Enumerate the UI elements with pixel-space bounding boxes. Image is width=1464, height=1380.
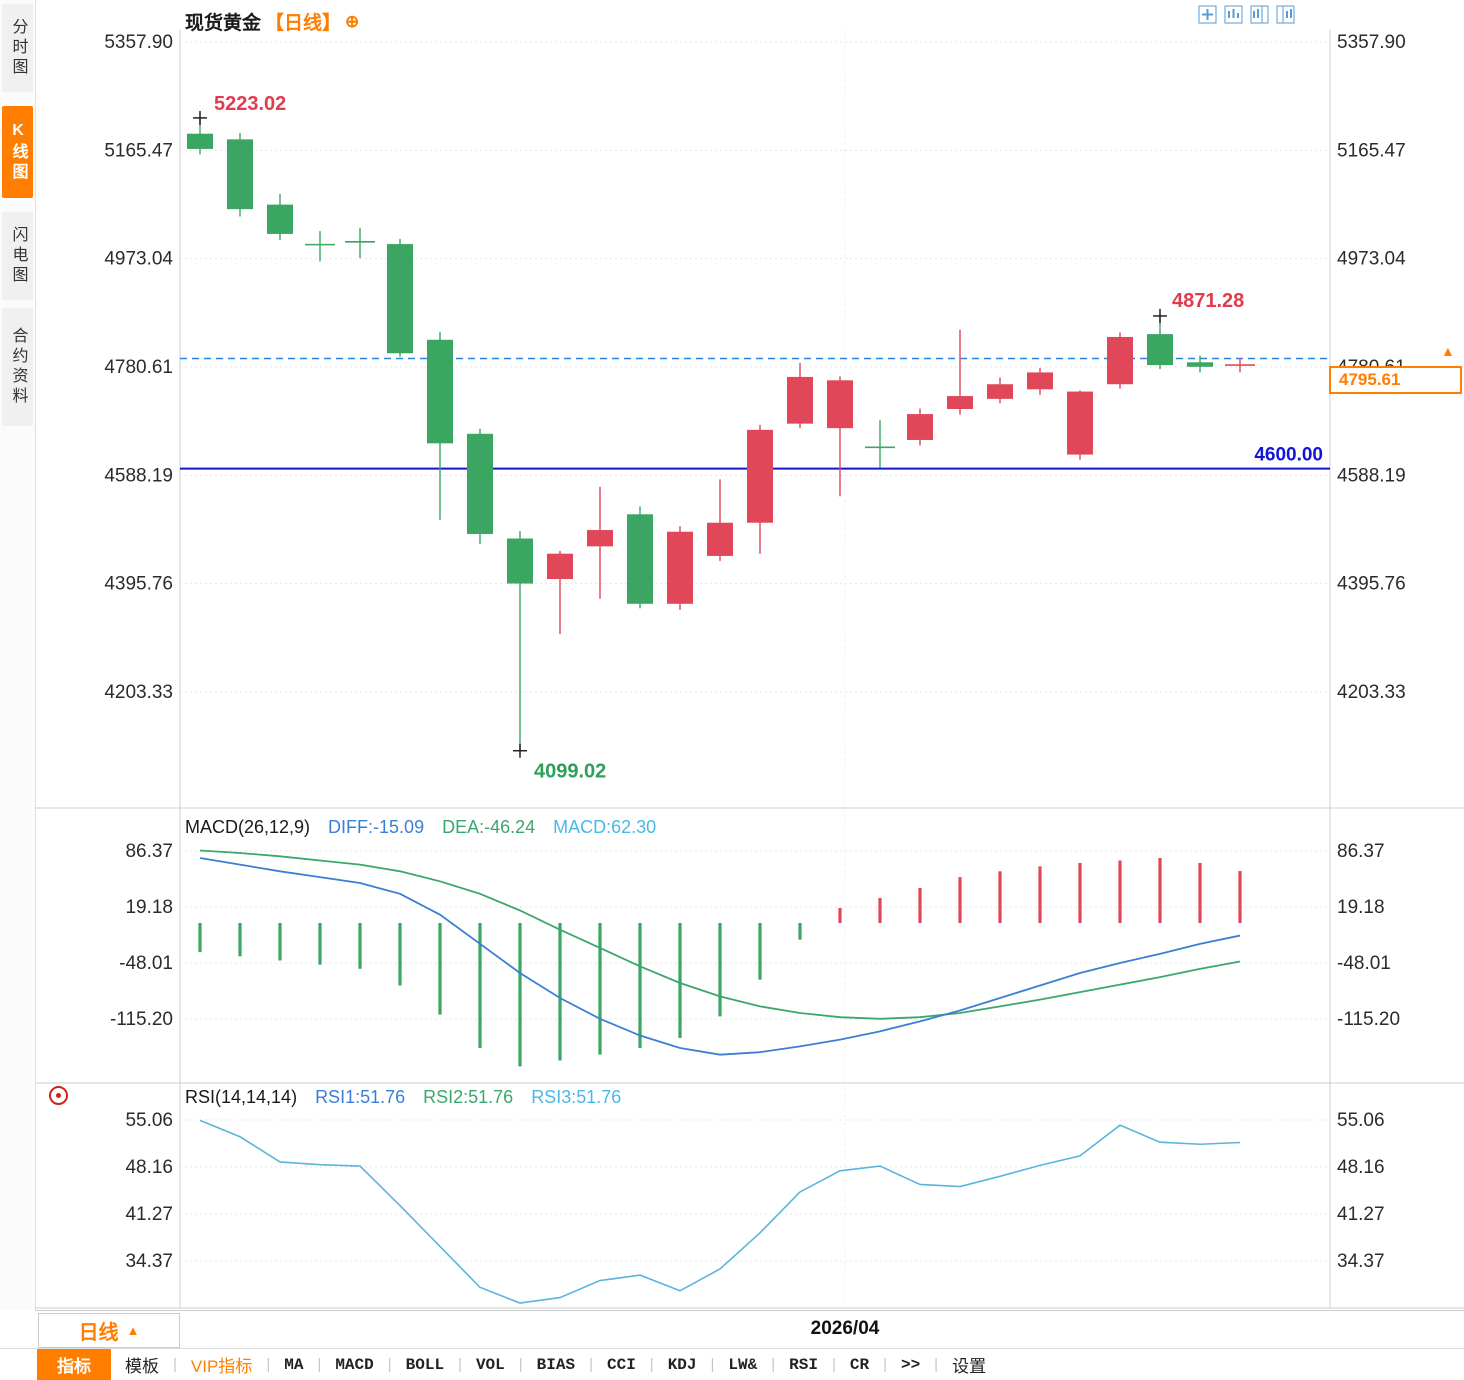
toolbar-item-7[interactable]: VOL bbox=[475, 1355, 505, 1374]
toolbar-separator: | bbox=[387, 1356, 392, 1373]
toolbar-item-14[interactable]: >> bbox=[900, 1355, 921, 1374]
svg-text:4203.33: 4203.33 bbox=[104, 682, 173, 703]
price-up-arrow-icon: ▲ bbox=[1441, 343, 1455, 359]
svg-text:-115.20: -115.20 bbox=[110, 1009, 173, 1030]
svg-text:48.16: 48.16 bbox=[125, 1157, 173, 1178]
toolbar-separator: | bbox=[710, 1356, 715, 1373]
svg-text:5357.90: 5357.90 bbox=[104, 32, 173, 53]
svg-text:4973.04: 4973.04 bbox=[1337, 249, 1406, 270]
sidebar-tab-4[interactable]: 合约资料 bbox=[2, 308, 33, 426]
sidebar-tab-3[interactable]: 闪电图 bbox=[2, 212, 33, 300]
svg-text:5223.02: 5223.02 bbox=[214, 93, 286, 115]
left-split-layout-icon[interactable] bbox=[1250, 5, 1269, 24]
period-label: 日线 bbox=[78, 1322, 119, 1344]
toolbar-separator: | bbox=[317, 1356, 322, 1373]
svg-text:5357.90: 5357.90 bbox=[1337, 32, 1406, 53]
svg-text:4600.00: 4600.00 bbox=[1254, 445, 1323, 466]
period-selector-button[interactable]: 日线 ▲ bbox=[38, 1313, 180, 1348]
rsi3-value: RSI3:51.76 bbox=[531, 1087, 622, 1107]
svg-text:-115.20: -115.20 bbox=[1337, 1009, 1400, 1030]
time-axis-row: 日线 ▲ 2026/04 bbox=[35, 1310, 1464, 1349]
svg-text:34.37: 34.37 bbox=[1337, 1251, 1385, 1272]
circle-plus-icon[interactable]: ⊕ bbox=[345, 11, 360, 31]
rsi-header: RSI(14,14,14) RSI1:51.76 RSI2:51.76 RSI3… bbox=[185, 1087, 621, 1108]
macd-header: MACD(26,12,9) DIFF:-15.09 DEA:-46.24 MAC… bbox=[185, 817, 656, 838]
svg-text:4203.33: 4203.33 bbox=[1337, 682, 1406, 703]
toolbar-separator: | bbox=[173, 1356, 177, 1373]
svg-text:-48.01: -48.01 bbox=[119, 953, 173, 974]
svg-text:34.37: 34.37 bbox=[125, 1251, 173, 1272]
instrument-name: 现货黄金 bbox=[185, 13, 262, 34]
svg-text:19.18: 19.18 bbox=[1337, 897, 1385, 918]
toolbar-item-10[interactable]: KDJ bbox=[667, 1355, 697, 1374]
toolbar-separator: | bbox=[589, 1356, 593, 1373]
svg-text:4588.19: 4588.19 bbox=[1337, 465, 1406, 486]
toolbar-separator: | bbox=[831, 1356, 836, 1373]
toolbar-separator: | bbox=[771, 1356, 776, 1373]
svg-text:48.16: 48.16 bbox=[1337, 1157, 1385, 1178]
toolbar-item-3[interactable]: VIP指标 bbox=[190, 1357, 253, 1376]
macd-dea-value: DEA:-46.24 bbox=[442, 817, 536, 837]
indicator-toolbar: 指标 模板 | VIP指标 | MA | MACD | BOLL | VOL | BIAS | CCI | KDJ… bbox=[0, 1348, 1464, 1380]
svg-text:4395.76: 4395.76 bbox=[1337, 574, 1406, 595]
period-tag: 【日线】 bbox=[265, 13, 342, 34]
macd-bar-value: MACD:62.30 bbox=[553, 817, 657, 837]
single-pane-layout-icon[interactable] bbox=[1224, 5, 1243, 24]
toolbar-item-9[interactable]: CCI bbox=[606, 1355, 636, 1374]
chart-layout-toolbar bbox=[1198, 5, 1295, 24]
svg-text:5165.47: 5165.47 bbox=[104, 140, 173, 161]
toolbar-separator: | bbox=[649, 1356, 654, 1373]
sidebar-tab-1[interactable]: 分时图 bbox=[2, 4, 33, 92]
sidebar-tab-2[interactable]: K线图 bbox=[2, 106, 33, 198]
toolbar-item-2[interactable]: 模板 bbox=[125, 1357, 159, 1376]
toolbar-item-1[interactable]: 指标 bbox=[37, 1349, 111, 1380]
svg-text:4099.02: 4099.02 bbox=[534, 761, 606, 783]
toolbar-separator: | bbox=[266, 1356, 271, 1373]
current-price-box: 4795.61 bbox=[1329, 366, 1462, 394]
svg-text:4871.28: 4871.28 bbox=[1172, 290, 1244, 312]
svg-text:86.37: 86.37 bbox=[125, 841, 173, 862]
svg-text:4588.19: 4588.19 bbox=[104, 465, 173, 486]
move-layout-icon[interactable] bbox=[1198, 5, 1217, 24]
toolbar-item-8[interactable]: BIAS bbox=[536, 1355, 576, 1374]
svg-text:-48.01: -48.01 bbox=[1337, 953, 1391, 974]
main-chart[interactable]: 5357.90 5357.90 5165.47 5165.47 4973.04 4973.… bbox=[35, 0, 1464, 1310]
rsi-params[interactable]: RSI(14,14,14) bbox=[185, 1087, 298, 1107]
svg-text:5165.47: 5165.47 bbox=[1337, 140, 1406, 161]
right-split-layout-icon[interactable] bbox=[1276, 5, 1295, 24]
toolbar-item-6[interactable]: BOLL bbox=[405, 1355, 445, 1374]
rsi2-value: RSI2:51.76 bbox=[423, 1087, 514, 1107]
chart-title: 现货黄金 【日线】 ⊕ bbox=[185, 8, 359, 35]
toolbar-item-5[interactable]: MACD bbox=[335, 1355, 374, 1374]
svg-text:41.27: 41.27 bbox=[1337, 1204, 1385, 1225]
macd-params[interactable]: MACD(26,12,9) bbox=[185, 817, 311, 837]
chevron-up-icon: ▲ bbox=[126, 1323, 140, 1338]
macd-diff-value: DIFF:-15.09 bbox=[328, 817, 425, 837]
toolbar-item-13[interactable]: CR bbox=[849, 1355, 870, 1374]
svg-text:4973.04: 4973.04 bbox=[104, 249, 173, 270]
toolbar-item-15[interactable]: 设置 bbox=[952, 1357, 987, 1376]
left-sidebar: 分时图 K线图闪电图合约资料 bbox=[0, 0, 36, 1310]
toolbar-separator: | bbox=[518, 1356, 523, 1373]
rsi1-value: RSI1:51.76 bbox=[315, 1087, 406, 1107]
toolbar-separator: | bbox=[934, 1356, 939, 1373]
toolbar-item-12[interactable]: RSI bbox=[789, 1355, 818, 1374]
svg-text:4780.61: 4780.61 bbox=[104, 357, 173, 378]
svg-text:19.18: 19.18 bbox=[125, 897, 173, 918]
toolbar-item-4[interactable]: MA bbox=[284, 1355, 304, 1374]
toolbar-separator: | bbox=[458, 1356, 462, 1373]
crosshair-target-icon[interactable] bbox=[49, 1086, 68, 1105]
toolbar-separator: | bbox=[883, 1356, 887, 1373]
svg-text:4395.76: 4395.76 bbox=[104, 574, 173, 595]
svg-text:55.06: 55.06 bbox=[125, 1110, 173, 1131]
svg-text:55.06: 55.06 bbox=[1337, 1110, 1385, 1131]
svg-text:41.27: 41.27 bbox=[125, 1204, 173, 1225]
toolbar-item-11[interactable]: LW& bbox=[728, 1355, 758, 1374]
svg-text:86.37: 86.37 bbox=[1337, 841, 1385, 862]
x-axis-date-label: 2026/04 bbox=[810, 1318, 880, 1339]
